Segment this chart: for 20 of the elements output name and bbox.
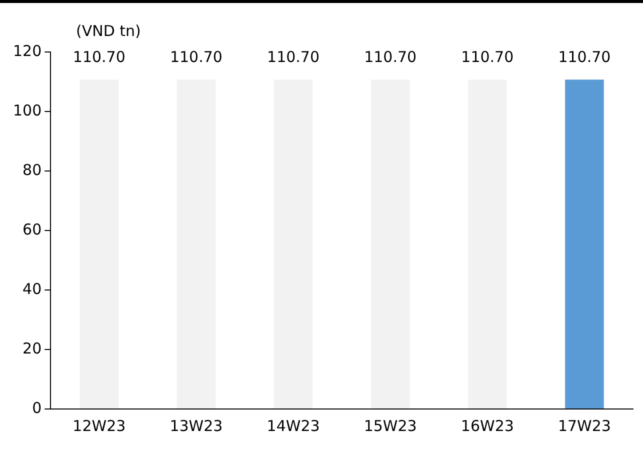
x-tick-label: 16W23 [460, 416, 514, 435]
x-tick-label: 13W23 [170, 416, 223, 435]
x-tick-label: 14W23 [266, 416, 320, 435]
data-label: 110.70 [364, 48, 417, 66]
y-axis-title: (VND tn) [76, 22, 141, 40]
x-tick-label: 12W23 [72, 416, 126, 435]
x-tick-label: 15W23 [364, 416, 417, 435]
y-tick-label: 120 [12, 42, 42, 60]
data-label: 110.70 [461, 48, 514, 66]
y-tick-label: 100 [12, 101, 42, 120]
y-tick-label: 40 [22, 280, 42, 298]
data-label: 110.70 [558, 48, 611, 66]
data-label: 110.70 [72, 48, 126, 66]
data-label: 110.70 [267, 48, 320, 66]
y-tick-label: 60 [22, 220, 42, 238]
data-label: 110.70 [170, 48, 222, 66]
x-tick-label: 17W23 [558, 416, 611, 435]
y-tick-label: 0 [32, 398, 42, 417]
y-tick-label: 80 [22, 160, 42, 179]
y-tick-label: 20 [22, 339, 42, 358]
